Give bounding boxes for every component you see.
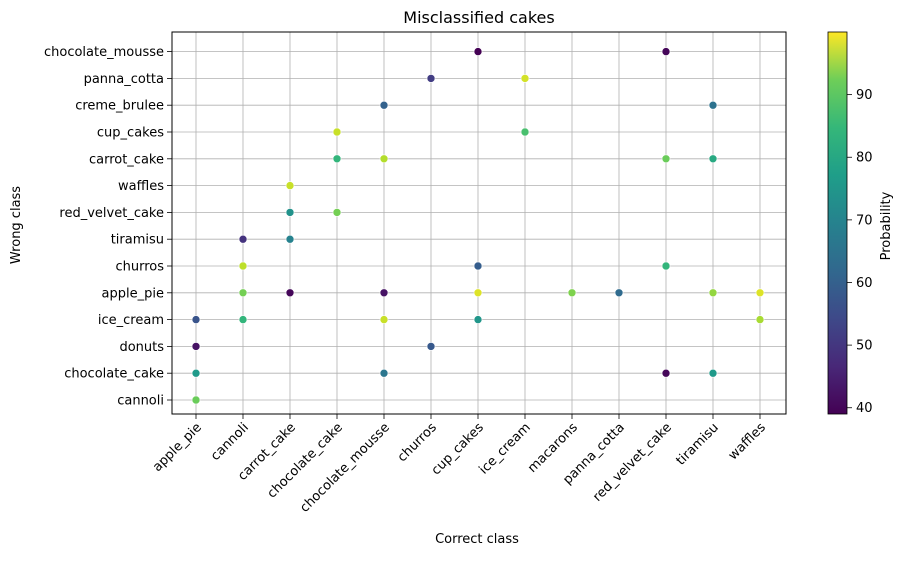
scatter-point: [473, 315, 483, 324]
x-tick-label: waffles: [726, 420, 769, 463]
scatter-point: [567, 288, 577, 298]
plot-frame: [171, 31, 787, 415]
scatter-point: [708, 368, 718, 378]
y-tick-label: red_velvet_cake: [59, 206, 164, 221]
x-tick-label: red_velvet_cake: [590, 420, 675, 505]
scatter-point: [379, 315, 389, 324]
scatter-point: [238, 315, 248, 324]
scatter-point: [755, 288, 765, 298]
x-tick-label: apple_pie: [150, 420, 205, 475]
colorbar-gradient: [827, 31, 848, 415]
scatter-point: [332, 208, 342, 217]
scatter-point: [661, 368, 671, 378]
scatter-point: [191, 342, 201, 351]
y-tick-label: carrot_cake: [89, 152, 164, 167]
chart-title: Misclassified cakes: [403, 8, 554, 27]
scatter-point: [191, 395, 201, 405]
x-axis-label: Correct class: [435, 532, 519, 547]
grid: [172, 32, 786, 414]
colorbar: 40 50 60 70 80 90 Probability: [827, 31, 894, 416]
scatter-point: [661, 154, 671, 164]
scatter-point: [473, 288, 483, 298]
scatter-point: [379, 368, 389, 378]
scatter-point: [708, 100, 718, 110]
colorbar-label: Probability: [879, 191, 894, 260]
data-points: [191, 47, 765, 405]
y-tick-label: tiramisu: [111, 233, 164, 248]
x-tick-label: cannoli: [208, 420, 252, 464]
scatter-point: [614, 288, 624, 298]
scatter-point: [520, 127, 530, 137]
scatter-point: [520, 74, 530, 83]
scatter-point: [379, 154, 389, 164]
scatter-point: [661, 47, 671, 56]
x-tick-label: tiramisu: [674, 420, 722, 468]
scatter-point: [708, 288, 718, 298]
scatter-point: [473, 261, 483, 271]
scatter-point: [473, 47, 483, 56]
colorbar-tick-label: 60: [856, 276, 873, 291]
scatter-point: [379, 100, 389, 110]
colorbar-tick-label: 40: [856, 401, 873, 416]
scatter-point: [238, 261, 248, 271]
scatter-point: [238, 288, 248, 298]
x-axis-ticks: apple_pie cannolicarrot_cakechocolate_cak…: [150, 414, 769, 516]
y-tick-label: cup_cakes: [97, 126, 164, 141]
colorbar-tick-label: 80: [856, 151, 873, 166]
x-tick-label: churros: [395, 420, 440, 465]
scatter-point: [332, 127, 342, 137]
scatter-point: [379, 288, 389, 298]
colorbar-tick-label: 70: [856, 213, 873, 228]
y-tick-label: donuts: [119, 340, 164, 355]
y-tick-label: cannoli: [117, 394, 164, 409]
y-tick-label: creme_brulee: [75, 99, 164, 114]
scatter-point: [332, 154, 342, 164]
y-axis-ticks: cannoli chocolate_cake donuts ice_cream appl…: [44, 45, 172, 409]
y-axis-label: Wrong class: [9, 186, 24, 264]
y-tick-label: waffles: [118, 179, 164, 194]
scatter-point: [426, 74, 436, 83]
y-tick-label: chocolate_mousse: [44, 45, 164, 60]
colorbar-tick-label: 50: [856, 339, 873, 354]
y-tick-label: panna_cotta: [84, 72, 164, 87]
colorbar-tick-label: 90: [856, 88, 873, 103]
y-tick-label: ice_cream: [98, 313, 164, 328]
scatter-point: [238, 234, 248, 244]
y-tick-label: apple_pie: [102, 286, 164, 301]
scatter-point: [708, 154, 718, 164]
scatter-point: [191, 315, 201, 324]
y-tick-label: chocolate_cake: [64, 367, 164, 382]
scatter-point: [426, 342, 436, 351]
colorbar-ticks: 40 50 60 70 80 90: [847, 88, 873, 416]
scatter-point: [285, 234, 295, 244]
y-tick-label: churros: [115, 260, 164, 275]
scatter-point: [285, 181, 295, 190]
scatter-point: [191, 368, 201, 378]
x-tick-label: chocolate_mousse: [297, 420, 392, 515]
x-tick-label: ice_cream: [476, 420, 533, 477]
scatter-point: [285, 208, 295, 217]
scatter-point: [285, 288, 295, 298]
scatter-point: [755, 315, 765, 324]
scatter-point: [661, 261, 671, 271]
